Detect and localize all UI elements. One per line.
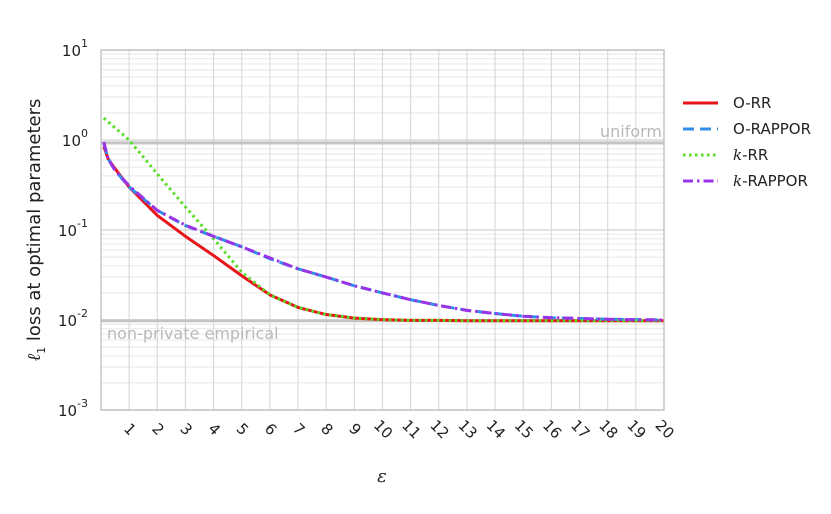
legend-label-italic: k [733,172,742,190]
y-axis-title-subscript: 1 [35,347,48,354]
y-tick-exponent: -3 [77,397,88,410]
x-tick-label: 13 [455,416,481,442]
y-axis-title-symbol: ℓ [24,353,45,361]
y-tick-label: 101 [62,37,88,60]
legend-label: k-RAPPOR [733,172,808,190]
x-tick-label: 19 [623,416,649,442]
x-tick-label: 9 [345,420,364,439]
x-tick-label: 20 [652,416,678,442]
series-layer [102,116,665,323]
x-tick-label: 11 [398,416,424,442]
y-tick-label: 100 [62,127,88,150]
y-tick-base: 10 [62,132,81,150]
y-tick-label: 10-1 [58,217,88,240]
x-tick-label: 2 [148,420,167,439]
legend-label-italic: k [733,146,742,164]
reference-line-label: non-private empirical [107,324,279,343]
x-tick-label: 6 [261,420,280,439]
x-tick-label: 18 [595,416,621,442]
series-line-k-rr [102,116,664,323]
reference-line-label: uniform [600,122,662,141]
y-axis-title-text: loss at optimal parameters [24,99,45,342]
y-tick-label: 10-2 [58,307,88,330]
major-grid [101,49,665,411]
legend-label: O-RR [733,94,771,112]
y-tick-exponent: 0 [81,127,88,140]
x-axis-title: ε [377,466,387,487]
y-tick-base: 10 [62,42,81,60]
plot-frame [100,49,665,411]
x-tick-label: 7 [289,420,308,439]
y-tick-exponent: -1 [77,217,88,230]
x-tick-label: 14 [483,416,509,442]
legend-label: k-RR [733,146,768,164]
y-tick-label: 10-3 [58,397,88,420]
legend-label-rest: -RAPPOR [742,172,808,190]
x-tick-label: 12 [426,416,452,442]
y-tick-exponent: 1 [81,37,88,50]
y-tick-base: 10 [58,402,77,420]
x-tick-label: 16 [539,416,565,442]
x-tick-label: 5 [233,420,252,439]
x-tick-labels: 1 2 3 4 5 6 7 8 9 10 11 12 13 14 15 16 17 18 19 20 [120,416,678,442]
x-tick-label: 1 [120,420,139,439]
x-tick-label: 4 [205,420,224,439]
legend-label-rest: -RR [742,146,768,164]
series-line-k-rappor [102,141,665,322]
x-tick-label: 3 [176,420,195,439]
y-tick-base: 10 [58,312,77,330]
x-tick-label: 8 [317,420,336,439]
x-tick-label: 17 [567,416,593,442]
x-tick-label: 15 [511,416,537,442]
legend-label: O-RAPPOR [733,120,811,138]
y-axis-title: ℓ1 loss at optimal parameters [24,99,48,362]
y-tick-base: 10 [58,222,77,240]
x-tick-label: 10 [370,416,396,442]
y-tick-exponent: -2 [77,307,88,320]
